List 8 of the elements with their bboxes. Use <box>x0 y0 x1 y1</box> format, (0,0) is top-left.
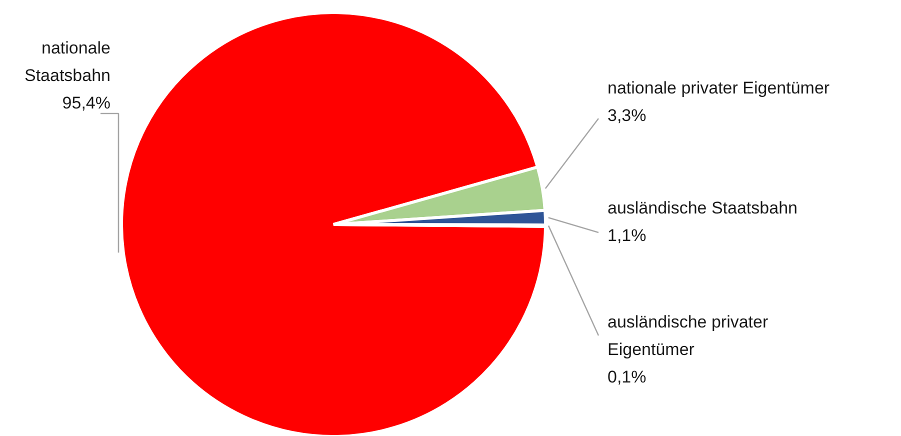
data-label: 3,3% <box>608 106 646 126</box>
slice-label: nationale Staatsbahn <box>24 38 111 86</box>
slice-label: nationale privater Eigentümer <box>608 78 830 98</box>
data-label: 1,1% <box>608 226 646 246</box>
data-label: 95,4% <box>62 94 110 113</box>
data-label: 0,1% <box>608 368 646 387</box>
slice-label: ausländische privater Eigentümer <box>608 312 768 360</box>
slice-label: ausländische Staatsbahn <box>608 198 798 218</box>
